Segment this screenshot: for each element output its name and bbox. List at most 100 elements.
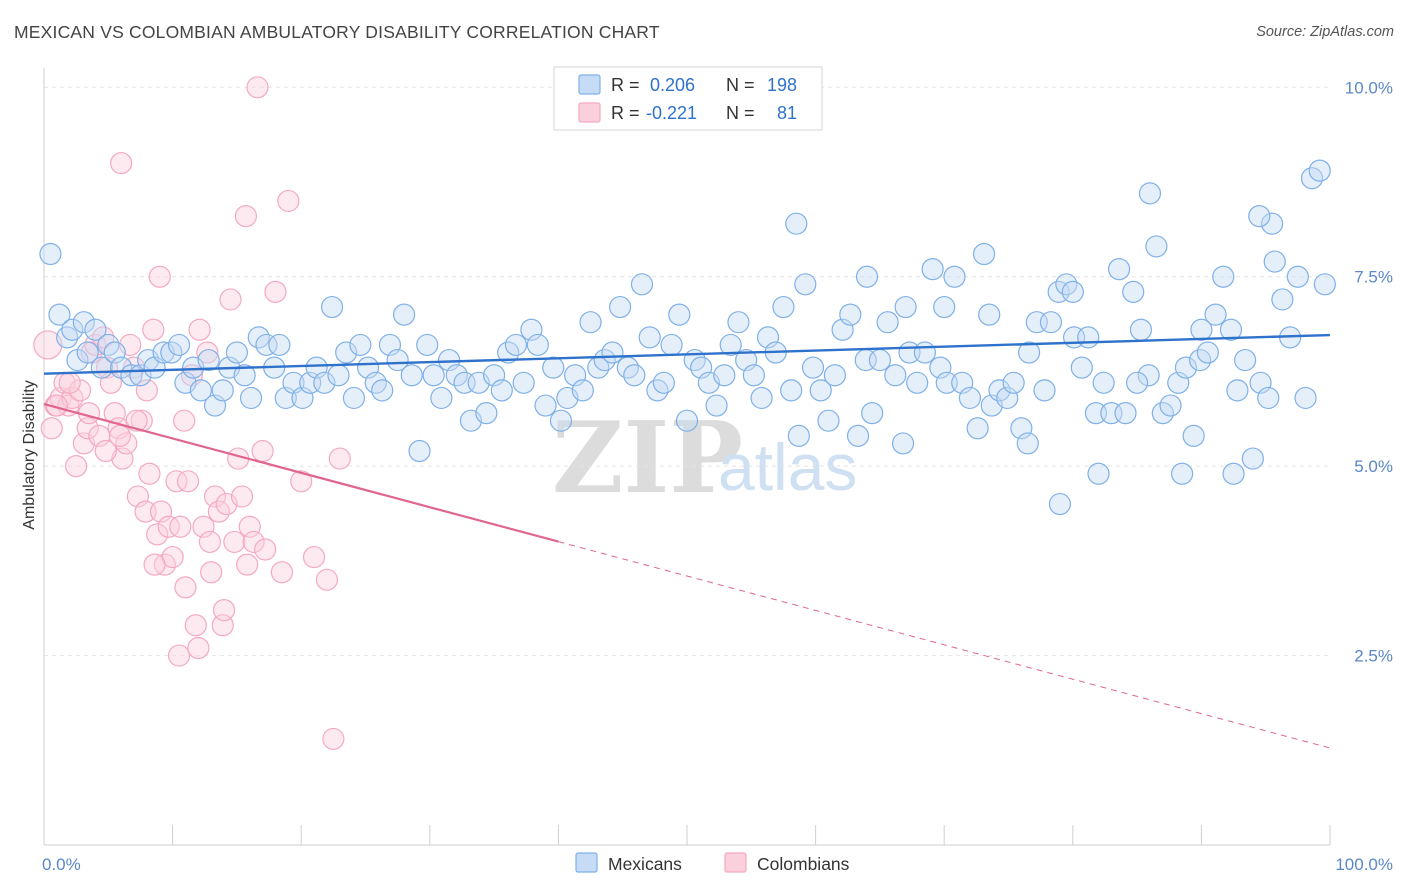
point-mexicans-106 [817,409,840,432]
point-colombians-56 [264,280,287,303]
series-mexicans [39,159,1336,516]
point-mexicans-54 [430,386,453,410]
point-colombians-39 [188,318,211,341]
point-mexicans-125 [958,386,982,410]
point-mexicans-188 [855,265,879,288]
point-mexicans-178 [1222,462,1245,485]
point-mexicans-50 [400,364,423,387]
y-tick-labels: 2.5% 5.0% 7.5% 10.0% [1345,78,1393,665]
point-mexicans-101 [780,379,803,402]
point-mexicans-100 [772,295,795,319]
point-mexicans-176 [1087,462,1110,485]
point-mexicans-161 [1226,379,1249,402]
point-colombians-0 [33,330,63,360]
point-mexicans-155 [1182,424,1205,447]
point-colombians-58 [290,470,313,493]
point-mexicans-82 [638,326,661,349]
point-colombians-67 [322,727,345,751]
point-mexicans-78 [609,295,632,319]
x-tick-label-max: 100.0% [1335,855,1393,874]
point-mexicans-3 [61,318,84,341]
point-colombians-33 [165,470,188,493]
point-colombians-48 [223,530,246,554]
point-mexicans-5 [72,311,95,334]
point-mexicans-102 [787,424,810,447]
point-mexicans-157 [1196,341,1219,364]
point-mexicans-148 [1129,318,1153,341]
point-colombians-59 [302,545,326,569]
legend-n-value-mexicans: 198 [767,75,797,95]
point-mexicans-149 [1137,364,1160,387]
point-colombians-61 [328,447,351,470]
legend-n-value-colombians: 81 [777,103,797,123]
point-mexicans-189 [785,212,808,235]
point-mexicans-182 [1125,371,1149,394]
bottom-legend-label-colombians: Colombians [757,854,850,874]
point-mexicans-173 [1313,273,1336,296]
point-mexicans-53 [422,364,445,387]
y-tick-label-3: 10.0% [1345,78,1393,97]
point-mexicans-147 [1122,280,1145,303]
point-mexicans-175 [1048,492,1072,516]
point-mexicans-109 [839,303,862,326]
point-mexicans-51 [408,439,431,463]
point-mexicans-185 [1248,205,1271,228]
point-colombians-71 [94,439,117,463]
point-colombians-65 [167,644,191,667]
source-label: Source: ZipAtlas.com [1256,24,1394,40]
point-colombians-28 [146,523,169,546]
point-colombians-62 [110,151,133,175]
point-mexicans-120 [921,258,944,281]
point-mexicans-105 [809,379,832,402]
point-mexicans-97 [750,386,773,410]
point-mexicans-93 [719,333,742,357]
point-mexicans-107 [823,364,846,387]
point-mexicans-39 [320,295,344,319]
series-legend: Mexicans Colombians [575,852,850,874]
chart-title: MEXICAN VS COLOMBIAN AMBULATORY DISABILI… [14,22,660,42]
point-mexicans-172 [1308,159,1331,182]
point-mexicans-24 [211,379,234,402]
point-mexicans-154 [1174,356,1198,379]
point-mexicans-41 [335,341,358,364]
point-colombians-47 [219,288,242,311]
bottom-legend-label-mexicans: Mexicans [608,854,682,874]
watermark-zip: ZIP [552,401,743,516]
point-mexicans-60 [475,402,498,425]
point-mexicans-131 [1002,371,1025,394]
point-colombians-1 [40,417,63,440]
series-colombians [33,76,351,751]
point-mexicans-92 [713,364,736,387]
point-mexicans-42 [342,386,366,410]
point-mexicans-46 [371,379,394,402]
point-mexicans-180 [978,303,1001,326]
point-mexicans-103 [794,273,817,296]
point-colombians-35 [173,409,196,432]
point-mexicans-186 [1138,182,1162,205]
bottom-legend-swatch-colombians [724,852,747,873]
point-colombians-27 [142,318,165,341]
point-mexicans-159 [1212,265,1235,288]
point-mexicans-115 [884,364,907,387]
point-mexicans-18 [167,333,191,357]
point-colombians-55 [251,439,274,463]
point-mexicans-49 [392,303,416,326]
point-mexicans-7 [84,318,107,341]
point-mexicans-87 [675,409,699,432]
point-mexicans-174 [1016,432,1039,455]
point-colombians-73 [125,409,148,432]
point-mexicans-127 [972,242,996,266]
point-mexicans-150 [1145,235,1168,258]
point-colombians-25 [134,500,157,523]
point-mexicans-158 [1204,303,1227,326]
point-mexicans-48 [386,348,409,372]
point-mexicans-80 [623,364,646,387]
point-colombians-72 [108,424,131,447]
point-colombians-74 [143,553,166,576]
point-mexicans-179 [933,295,956,319]
point-colombians-38 [184,614,207,637]
trend-line-colombians [43,402,559,543]
point-mexicans-181 [1061,280,1084,303]
point-mexicans-184 [1261,212,1284,235]
